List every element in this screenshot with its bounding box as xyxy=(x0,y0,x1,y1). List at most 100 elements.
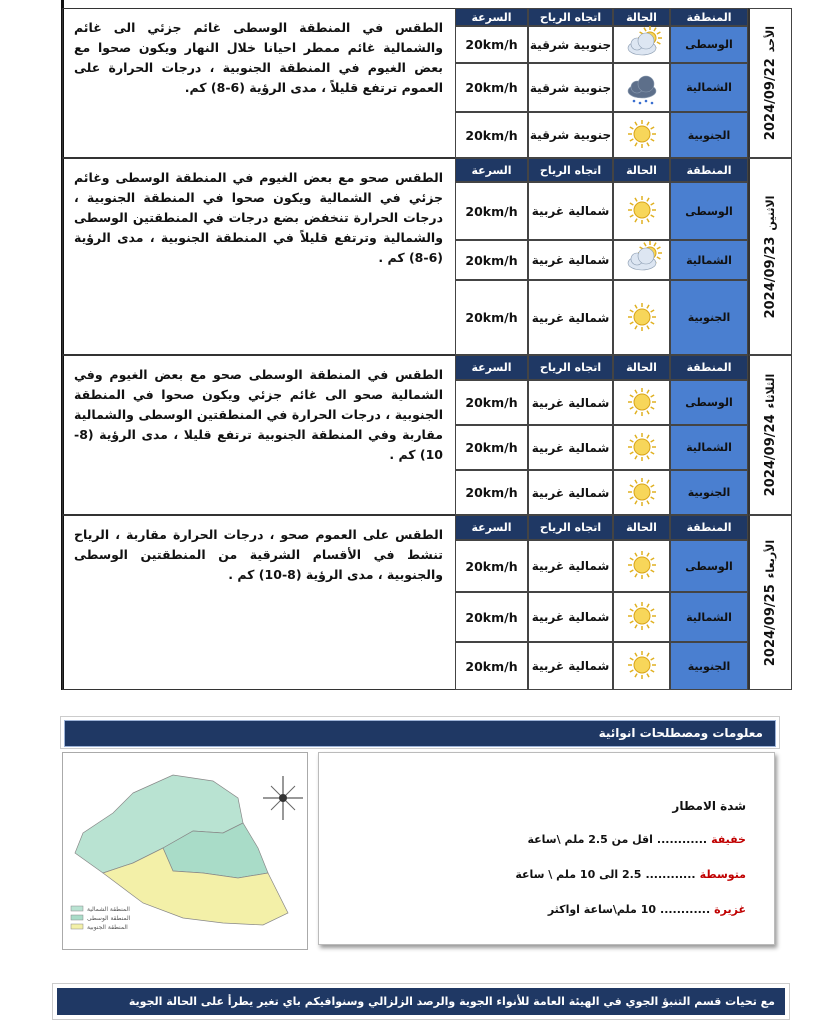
wind-direction: شمالية غربية xyxy=(528,642,613,690)
speed: 20km/h xyxy=(455,425,528,470)
condition-cell xyxy=(613,182,670,240)
condition-cell xyxy=(613,380,670,425)
weather-icon xyxy=(627,120,656,148)
day-name: الأربعاء xyxy=(763,539,777,578)
condition-cell xyxy=(613,642,670,690)
header-speed: السرعة xyxy=(455,158,528,182)
region: الجنوبية xyxy=(670,280,748,355)
weather-icon xyxy=(627,25,662,55)
speed: 20km/h xyxy=(455,182,528,240)
map-box: المنطقة الشمالية المنطقة الوسطى المنطقة … xyxy=(62,752,308,950)
wind-direction: جنوبية شرقية xyxy=(528,112,613,158)
condition-cell xyxy=(613,63,670,112)
date-cell xyxy=(748,8,792,158)
header-speed: السرعة xyxy=(455,355,528,380)
condition-cell xyxy=(613,25,670,63)
map-legend-label: المنطقة الجنوبية xyxy=(87,924,128,931)
region: الجنوبية xyxy=(670,470,748,515)
rain-level: خفيفة............ اقل من 2.5 ملم \ساعة xyxy=(527,833,746,846)
region: الوسطى xyxy=(670,182,748,240)
rain-level: متوسطة............ 2.5 الى 10 ملم \ ساعة xyxy=(515,868,746,881)
date: 2024/09/25 xyxy=(762,583,778,666)
footer-box: مع تحيات قسم التنبؤ الجوي في الهيئة العا… xyxy=(52,983,790,1020)
header-condition: الحالة xyxy=(613,8,670,26)
forecast-table: الطقس في المنطقة الوسطى غائم جزئي الى غا… xyxy=(61,0,792,690)
day-name: الثلاثاء xyxy=(763,373,777,409)
header-wind-direction: اتجاه الرياح xyxy=(528,8,613,26)
condition-cell xyxy=(613,592,670,642)
header-condition: الحالة xyxy=(613,158,670,182)
weather-icon xyxy=(627,651,656,679)
day-description: الطقس على العموم صحو ، درجات الحرارة مقا… xyxy=(74,527,443,582)
date-cell xyxy=(748,158,792,355)
date: 2024/09/22 xyxy=(762,58,778,141)
region: الوسطى xyxy=(670,540,748,592)
header-region: المنطقة xyxy=(670,8,748,26)
header-region: المنطقة xyxy=(670,355,748,380)
speed: 20km/h xyxy=(455,63,528,112)
date-label: 2024/09/22 الأحد xyxy=(760,3,780,163)
region: الشمالية xyxy=(670,592,748,642)
date-label: 2024/09/25 الأربعاء xyxy=(760,523,780,683)
day-name: الاثنين xyxy=(763,195,777,231)
wind-direction: شمالية غربية xyxy=(528,425,613,470)
weather-icon xyxy=(627,302,656,331)
rain-level-label: متوسطة xyxy=(699,868,746,881)
date-cell xyxy=(748,355,792,515)
weather-icon xyxy=(627,196,656,224)
rain-level: غزيرة............ 10 ملم\ساعة اواكثر xyxy=(548,903,746,916)
weather-icon xyxy=(627,75,656,104)
map-legend-label: المنطقة الوسطى xyxy=(87,915,131,922)
date: 2024/09/23 xyxy=(762,236,778,318)
rain-level-range: 2.5 الى 10 ملم \ ساعة xyxy=(515,868,642,881)
condition-cell xyxy=(613,240,670,280)
speed: 20km/h xyxy=(455,26,528,63)
wind-direction: شمالية غربية xyxy=(528,280,613,355)
header-region: المنطقة xyxy=(670,158,748,182)
wind-direction: شمالية غربية xyxy=(528,470,613,515)
region: الجنوبية xyxy=(670,642,748,690)
speed: 20km/h xyxy=(455,470,528,515)
wind-direction: شمالية غربية xyxy=(528,592,613,642)
region: الجنوبية xyxy=(670,112,748,158)
header-condition: الحالة xyxy=(613,355,670,380)
speed: 20km/h xyxy=(455,592,528,642)
region: الوسطى xyxy=(670,26,748,63)
region: الشمالية xyxy=(670,425,748,470)
header-wind-direction: اتجاه الرياح xyxy=(528,158,613,182)
iraq-map: المنطقة الشمالية المنطقة الوسطى المنطقة … xyxy=(70,774,303,931)
rain-level-label: غزيرة xyxy=(714,903,746,916)
rain-level-range: اقل من 2.5 ملم \ساعة xyxy=(527,833,653,846)
header-wind-direction: اتجاه الرياح xyxy=(528,355,613,380)
day-description: الطقس في المنطقة الوسطى غائم جزئي الى غا… xyxy=(74,20,443,95)
condition-cell xyxy=(613,112,670,158)
condition-cell xyxy=(613,280,670,355)
weather-icon xyxy=(627,432,656,461)
info-title: معلومات ومصطلحات انوائية xyxy=(598,726,763,740)
condition-cell xyxy=(613,425,670,470)
weather-icon xyxy=(627,551,656,579)
map-legend-label: المنطقة الشمالية xyxy=(87,906,130,913)
rain-title: شدة الامطار xyxy=(672,799,746,813)
region: الوسطى xyxy=(670,380,748,425)
wind-direction: شمالية غربية xyxy=(528,240,613,280)
weather-icon xyxy=(627,477,656,506)
date-cell xyxy=(748,515,792,690)
weather-icon xyxy=(627,387,656,416)
weather-icon xyxy=(627,602,656,630)
rain-level-dots: ............ xyxy=(656,833,708,846)
day-name: الأحد xyxy=(763,25,777,53)
weather-icon xyxy=(627,241,662,271)
speed: 20km/h xyxy=(455,380,528,425)
rain-level-dots: ............ xyxy=(660,903,711,916)
header-condition: الحالة xyxy=(613,515,670,540)
day-description: الطقس في المنطقة الوسطى صحو مع بعض الغيو… xyxy=(74,367,443,462)
compass xyxy=(263,776,303,820)
speed: 20km/h xyxy=(455,112,528,158)
wind-direction: شمالية غربية xyxy=(528,540,613,592)
header-speed: السرعة xyxy=(455,8,528,26)
rain-level-range: 10 ملم\ساعة اواكثر xyxy=(547,903,657,916)
condition-cell xyxy=(613,540,670,592)
info-header: معلومات ومصطلحات انوائية xyxy=(64,720,776,747)
